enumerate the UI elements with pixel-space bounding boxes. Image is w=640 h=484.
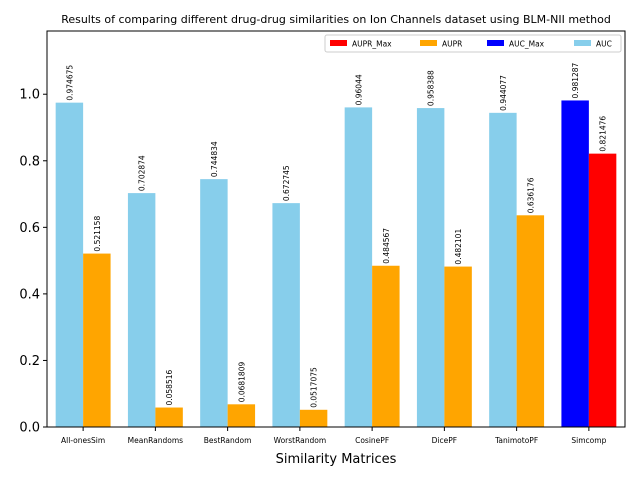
y-tick-label: 1.0 — [19, 88, 40, 103]
bar-aupr-simcomp — [588, 153, 617, 427]
bar-auc-cosinepf — [344, 107, 373, 428]
legend-box — [324, 34, 622, 53]
value-label-auc-all-onessim: 0.974675 — [65, 65, 74, 101]
legend-swatch — [574, 40, 591, 46]
x-axis-label: Similarity Matrices — [276, 452, 397, 467]
y-tick-label: 0.8 — [19, 154, 40, 169]
value-label-aupr-all-onessim: 0.521158 — [93, 216, 102, 252]
legend-label: AUC — [596, 40, 612, 49]
value-label-aupr-dicepf: 0.482101 — [454, 229, 463, 265]
bar-auc-worstrandom — [272, 203, 300, 427]
value-label-auc-worstrandom: 0.672745 — [282, 165, 291, 201]
x-tick-label: DicePF — [432, 436, 457, 445]
value-label-aupr-tanimotopf: 0.636176 — [526, 177, 535, 213]
chart-title: Results of comparing different drug-drug… — [61, 13, 611, 26]
bar-auc-bestrandom — [200, 179, 228, 427]
x-tick-label: TanimotoPF — [494, 436, 538, 445]
legend-label: AUPR — [442, 40, 462, 49]
bar-aupr-bestrandom — [227, 404, 256, 427]
value-label-auc-simcomp: 0.981287 — [571, 62, 580, 98]
bar-aupr-dicepf — [444, 266, 472, 427]
x-tick-label: All-onesSim — [61, 436, 105, 445]
legend-swatch — [487, 40, 504, 46]
bar-auc-all-onessim — [55, 102, 84, 428]
value-label-aupr-simcomp: 0.821476 — [599, 116, 608, 152]
bar-auc-meanrandoms — [127, 193, 156, 427]
bar-aupr-cosinepf — [372, 265, 400, 427]
value-label-aupr-meanrandoms: 0.058516 — [165, 370, 174, 406]
bar-aupr-all-onessim — [83, 253, 111, 427]
value-labels-group: 0.974675 0.521158 0.702874 0.058516 0.744834… — [65, 62, 607, 407]
bar-aupr-worstrandom — [299, 409, 328, 427]
x-tick-label: CosinePF — [355, 436, 389, 445]
legend-label: AUPR_Max — [352, 40, 392, 49]
y-tick-label: 0.0 — [19, 421, 40, 436]
bar-aupr-meanrandoms — [155, 407, 183, 427]
value-label-auc-dicepf: 0.958388 — [427, 70, 436, 106]
x-tick-label: BestRandom — [204, 436, 252, 445]
y-tick-label: 0.2 — [19, 354, 40, 369]
x-tick-label: MeanRandoms — [128, 436, 183, 445]
bar-aupr-tanimotopf — [516, 215, 545, 427]
value-label-auc-cosinepf: 0.96044 — [354, 74, 363, 105]
value-label-aupr-bestrandom: 0.0681809 — [237, 362, 246, 403]
legend-label: AUC_Max — [509, 40, 545, 49]
bar-auc-tanimotopf — [489, 112, 517, 428]
value-label-auc-bestrandom: 0.744834 — [210, 141, 219, 177]
plot-frame — [46, 30, 626, 428]
x-axis: All-onesSim MeanRandoms BestRandom WorstRan… — [61, 427, 607, 445]
bar-auc-simcomp — [561, 100, 589, 427]
value-label-aupr-worstrandom: 0.0517075 — [310, 367, 319, 408]
y-tick-label: 0.6 — [19, 221, 40, 236]
value-label-aupr-cosinepf: 0.484567 — [382, 228, 391, 264]
bars-group — [55, 100, 617, 428]
legend: AUPR_Max AUPR AUC_Max AUC — [324, 34, 622, 53]
value-label-auc-meanrandoms: 0.702874 — [138, 155, 147, 191]
legend-swatch — [420, 40, 437, 46]
y-tick-label: 0.4 — [19, 287, 40, 302]
x-tick-label: Simcomp — [571, 436, 606, 445]
y-axis: 0.0 0.2 0.4 0.6 0.8 1.0 — [19, 88, 47, 436]
legend-swatch — [330, 40, 347, 46]
value-label-auc-tanimotopf: 0.944077 — [499, 75, 508, 111]
bar-auc-dicepf — [416, 108, 445, 427]
x-tick-label: WorstRandom — [274, 436, 327, 445]
